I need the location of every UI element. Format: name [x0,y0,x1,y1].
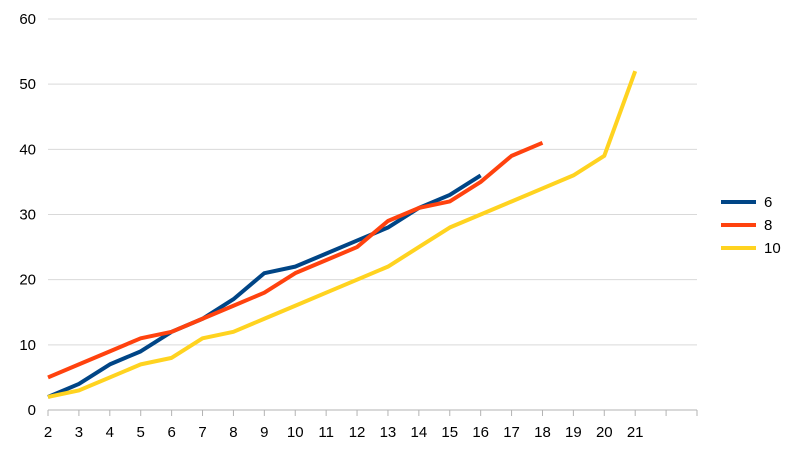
x-tick-label: 5 [137,424,145,441]
y-tick-label: 20 [19,272,36,289]
x-tick-label: 14 [411,424,428,441]
x-tick-label: 6 [167,424,175,441]
series-lines [47,70,638,399]
x-tick-label: 18 [534,424,551,441]
x-tick-label: 4 [106,424,114,441]
x-tick-label: 20 [596,424,613,441]
x-tick-label: 12 [349,424,366,441]
axes [47,409,698,416]
series-line-8 [47,140,544,380]
legend-label: 6 [764,194,772,211]
y-tick-label: 60 [19,11,36,28]
x-tick-label: 2 [44,424,52,441]
x-tick-label: 21 [627,424,644,441]
y-tick-label: 50 [19,76,36,93]
x-tick-label: 16 [472,424,489,441]
y-tick-label: 40 [19,141,36,158]
x-tick-labels: 2 3 4 5 6 7 8 9 10 11 12 13 14 15 16 17 18 19 20 21 [44,424,644,441]
y-tick-label: 10 [19,337,36,354]
legend: 6 8 10 [721,194,781,257]
x-tick-label: 8 [229,424,237,441]
y-tick-label: 30 [19,207,36,224]
gridlines [48,18,697,346]
legend-label: 8 [764,217,772,234]
y-tick-label: 0 [28,402,36,419]
x-tick-label: 3 [75,424,83,441]
x-tick-label: 7 [198,424,206,441]
y-tick-labels: 0 10 20 30 40 50 60 [19,11,36,419]
x-tick-label: 19 [565,424,582,441]
legend-label: 10 [764,240,781,257]
x-tick-label: 15 [441,424,458,441]
x-tick-label: 17 [503,424,520,441]
x-tick-label: 11 [318,424,334,441]
x-tick-label: 10 [287,424,304,441]
series-line-10 [47,70,638,399]
x-tick-label: 13 [380,424,397,441]
x-tick-label: 9 [260,424,268,441]
